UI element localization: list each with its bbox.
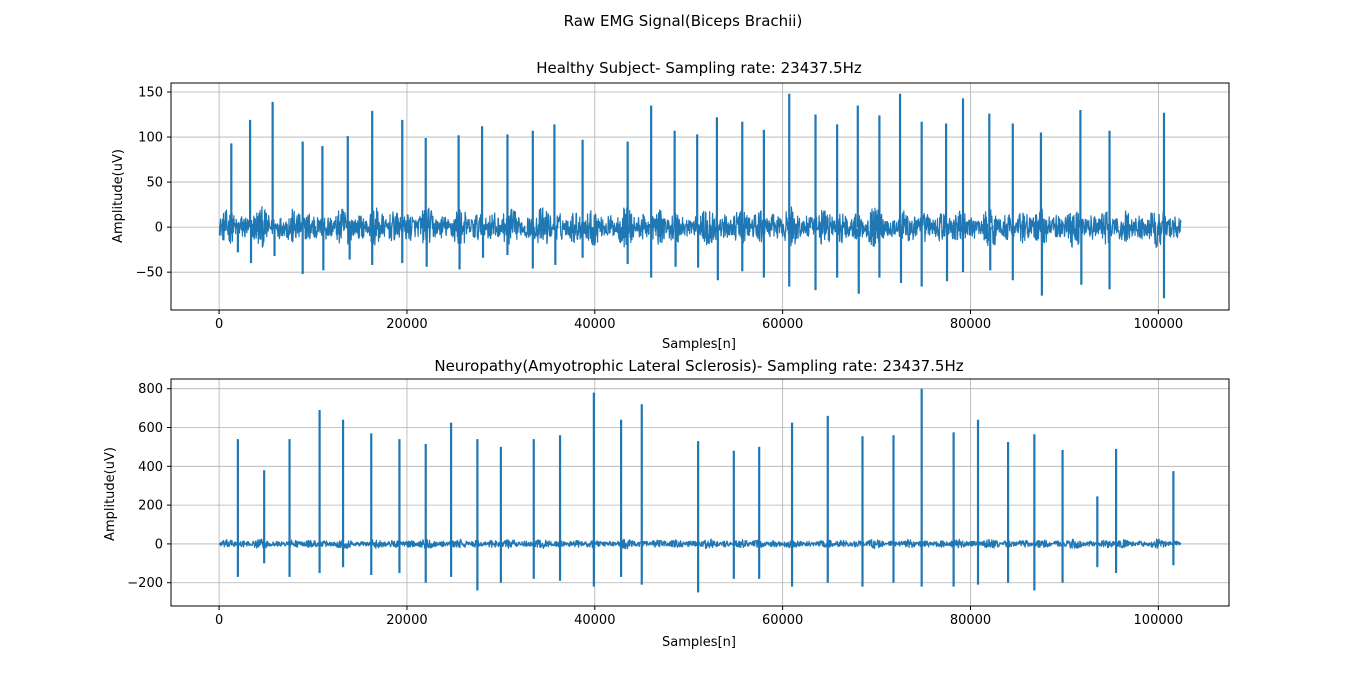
- healthy-y-tick-label: 0: [155, 221, 163, 236]
- neuropathy-x-axis-label: Samples[n]: [662, 635, 736, 650]
- neuropathy-x-tick-label: 60000: [762, 613, 803, 628]
- healthy-x-axis-label: Samples[n]: [662, 337, 736, 352]
- neuropathy-x-tick-label: 40000: [574, 613, 615, 628]
- healthy-y-tick-label: 100: [138, 131, 163, 146]
- figure-title: Raw EMG Signal(Biceps Brachii): [564, 12, 803, 30]
- neuropathy-chart-title: Neuropathy(Amyotrophic Lateral Sclerosis…: [434, 357, 963, 375]
- neuropathy-y-tick-label: −200: [127, 576, 163, 591]
- neuropathy-axes-frame: [170, 378, 1230, 607]
- healthy-x-tick-label: 60000: [762, 317, 803, 332]
- neuropathy-x-tick-label: 100000: [1134, 613, 1184, 628]
- healthy-signal-line: [218, 93, 1182, 299]
- neuropathy-chart: Neuropathy(Amyotrophic Lateral Sclerosis…: [103, 357, 1230, 650]
- healthy-chart-title: Healthy Subject- Sampling rate: 23437.5H…: [536, 59, 862, 77]
- healthy-x-axis-ticks: 0 20000 40000 60000 80000 100000: [215, 310, 1183, 332]
- healthy-x-tick-label: 0: [215, 317, 223, 332]
- healthy-y-tick-label: 150: [138, 86, 163, 101]
- healthy-subject-chart: Healthy Subject- Sampling rate: 23437.5H…: [111, 59, 1230, 352]
- neuropathy-signal-trace: [218, 538, 1182, 550]
- healthy-x-tick-label: 100000: [1134, 317, 1184, 332]
- healthy-signal-trace: [218, 206, 1182, 249]
- healthy-y-tick-label: −50: [136, 266, 163, 281]
- healthy-y-axis-ticks: −50 0 50 100 150: [136, 86, 171, 281]
- neuropathy-x-tick-label: 20000: [386, 613, 427, 628]
- healthy-y-axis-label: Amplitude(uV): [111, 149, 126, 243]
- healthy-x-tick-label: 20000: [386, 317, 427, 332]
- neuropathy-y-axis-label: Amplitude(uV): [103, 447, 118, 541]
- healthy-y-tick-label: 50: [146, 176, 163, 191]
- neuropathy-signal-line: [218, 388, 1182, 593]
- neuropathy-y-tick-label: 0: [155, 537, 163, 552]
- neuropathy-y-axis-ticks: −200 0 200 400 600 800: [127, 382, 171, 591]
- healthy-x-tick-label: 80000: [950, 317, 991, 332]
- neuropathy-x-tick-label: 0: [215, 613, 223, 628]
- healthy-x-tick-label: 40000: [574, 317, 615, 332]
- neuropathy-x-tick-label: 80000: [950, 613, 991, 628]
- neuropathy-y-tick-label: 200: [138, 499, 163, 514]
- neuropathy-y-tick-label: 400: [138, 460, 163, 475]
- healthy-axes-frame: [170, 82, 1230, 311]
- neuropathy-x-axis-ticks: 0 20000 40000 60000 80000 100000: [215, 606, 1183, 628]
- neuropathy-y-tick-label: 600: [138, 421, 163, 436]
- neuropathy-y-tick-label: 800: [138, 382, 163, 397]
